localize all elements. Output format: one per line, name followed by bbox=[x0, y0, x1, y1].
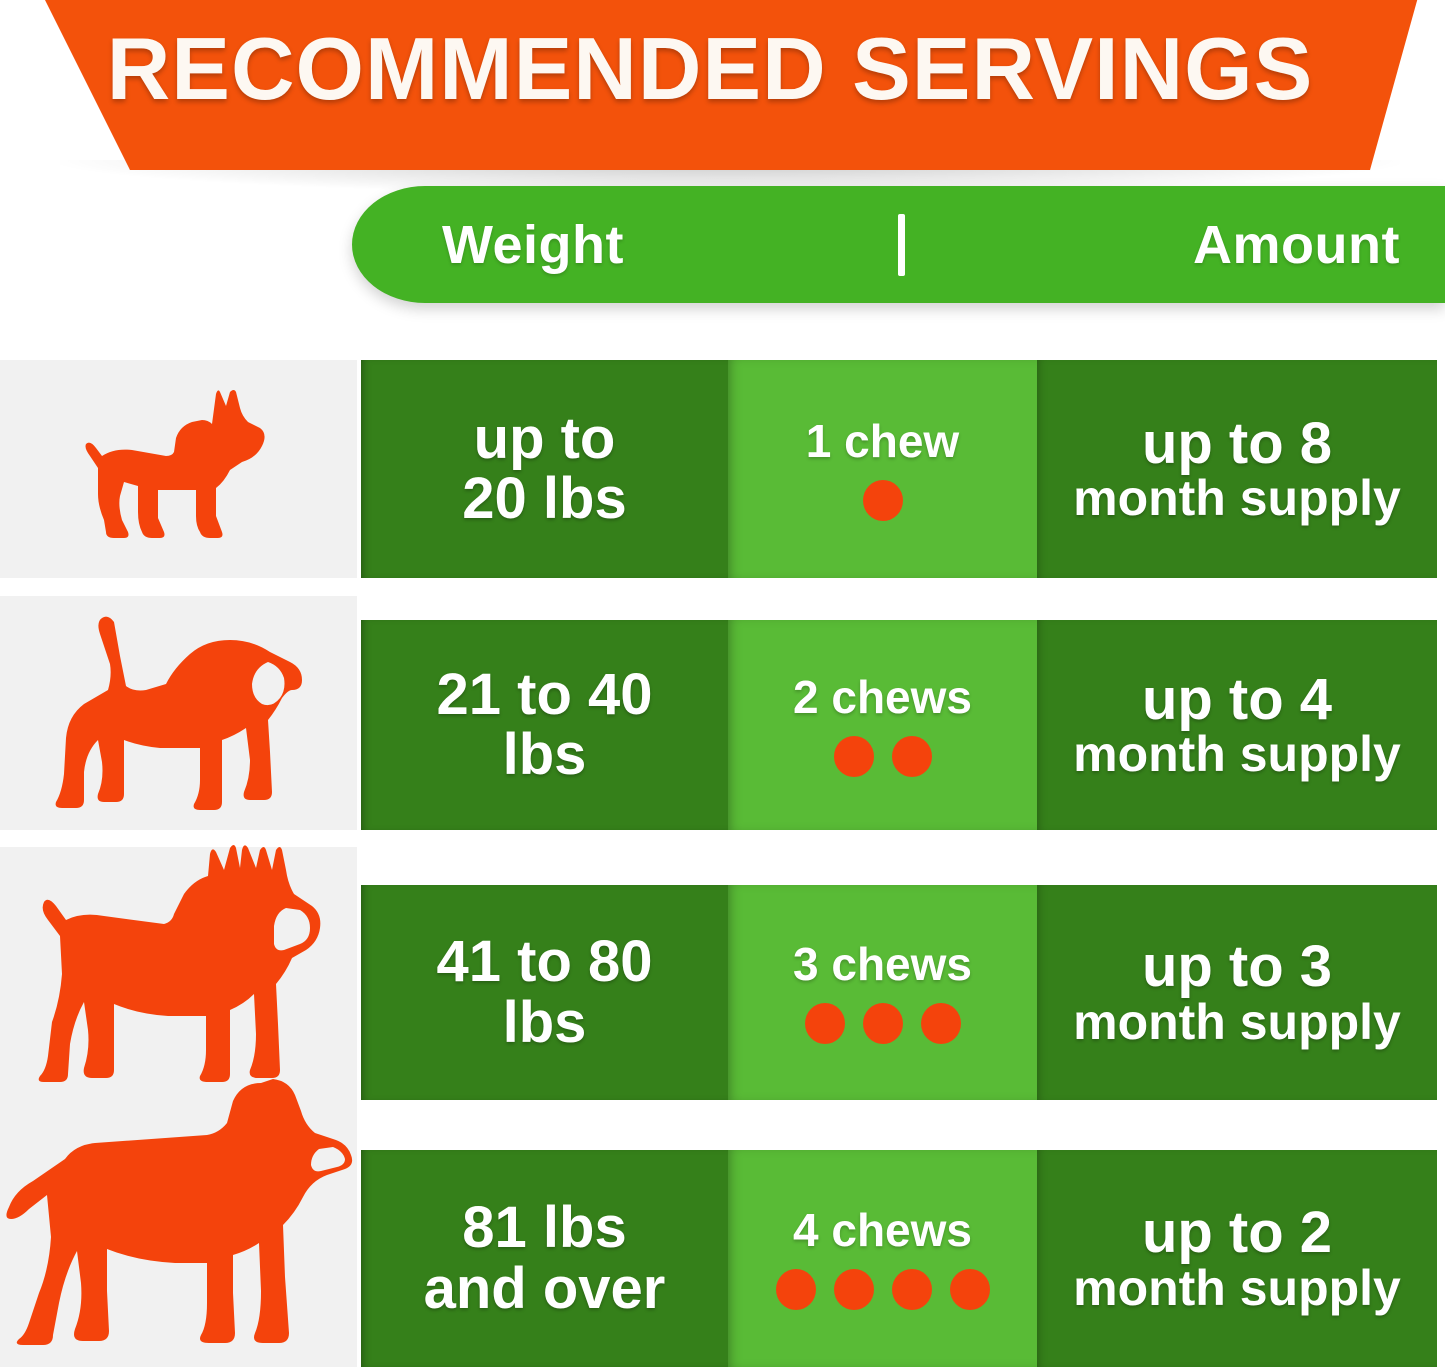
table-row: up to 20 lbs 1 chew up to 8 month supply bbox=[0, 360, 1445, 578]
chew-dot bbox=[775, 1269, 816, 1310]
chew-dot bbox=[891, 735, 932, 777]
weight-value: 21 to 40 lbs bbox=[436, 661, 653, 787]
large-dog-schnauzer-icon bbox=[34, 844, 324, 1082]
amount-supply-label: month supply bbox=[1073, 1259, 1401, 1316]
medium-dog-beagle-icon bbox=[54, 612, 304, 812]
chews-cell: 1 chew bbox=[728, 360, 1037, 578]
title-banner: RECOMMENDED SERVINGS bbox=[40, 0, 1420, 170]
weight-cell: 81 lbs and over bbox=[361, 1150, 728, 1367]
chews-cell: 3 chews bbox=[728, 885, 1037, 1100]
amount-supply-label: month supply bbox=[1073, 726, 1401, 783]
chew-dot bbox=[862, 1003, 903, 1044]
chew-dot bbox=[833, 735, 874, 777]
dog-size-cell bbox=[0, 360, 357, 578]
chew-dots bbox=[833, 735, 932, 777]
dog-size-cell bbox=[0, 1079, 357, 1367]
chews-label: 2 chews bbox=[793, 670, 972, 723]
amount-cell: up to 2 month supply bbox=[1037, 1150, 1437, 1367]
header-divider bbox=[898, 213, 905, 276]
dog-size-cell bbox=[0, 596, 357, 830]
weight-value: 81 lbs and over bbox=[423, 1195, 666, 1321]
amount-supply-label: month supply bbox=[1073, 993, 1401, 1050]
amount-duration: up to 4 bbox=[1141, 666, 1333, 732]
chew-dot bbox=[862, 479, 903, 521]
header-banner: Weight Amount RECOMMENDED SERVINGS bbox=[0, 0, 1445, 345]
weight-cell: 21 to 40 lbs bbox=[361, 620, 728, 830]
header-weight-label: Weight bbox=[442, 214, 624, 275]
amount-duration: up to 3 bbox=[1141, 934, 1333, 1000]
weight-value: up to 20 lbs bbox=[462, 405, 627, 531]
amount-duration: up to 8 bbox=[1141, 410, 1333, 476]
chews-label: 4 chews bbox=[793, 1204, 972, 1256]
chew-dot bbox=[920, 1003, 961, 1044]
table-row: 81 lbs and over 4 chews up to 2 month sup… bbox=[0, 1079, 1445, 1367]
amount-cell: up to 4 month supply bbox=[1037, 620, 1437, 830]
amount-cell: up to 8 month supply bbox=[1037, 360, 1437, 578]
weight-cell: up to 20 lbs bbox=[361, 360, 728, 578]
small-dog-chihuahua-icon bbox=[84, 390, 274, 540]
amount-duration: up to 2 bbox=[1141, 1200, 1333, 1266]
table-row: 21 to 40 lbs 2 chews up to 4 month supply bbox=[0, 596, 1445, 830]
chew-dot bbox=[833, 1269, 874, 1310]
chew-dots bbox=[862, 479, 903, 521]
header-amount-label: Amount bbox=[1193, 214, 1400, 275]
amount-cell: up to 3 month supply bbox=[1037, 885, 1437, 1100]
chew-dot bbox=[949, 1269, 990, 1310]
chews-cell: 4 chews bbox=[728, 1150, 1037, 1367]
chew-dot bbox=[891, 1269, 932, 1310]
weight-cell: 41 to 80 lbs bbox=[361, 885, 728, 1100]
amount-supply-label: month supply bbox=[1073, 470, 1401, 527]
chews-label: 1 chew bbox=[805, 414, 960, 467]
column-headers-banner: Weight Amount bbox=[352, 186, 1445, 303]
dog-size-cell bbox=[0, 844, 357, 1100]
chews-cell: 2 chews bbox=[728, 620, 1037, 830]
weight-value: 41 to 80 lbs bbox=[436, 929, 653, 1055]
chews-label: 3 chews bbox=[793, 938, 972, 990]
page-title: RECOMMENDED SERVINGS bbox=[106, 19, 1314, 118]
chew-dots bbox=[775, 1269, 990, 1310]
table-row: 41 to 80 lbs 3 chews up to 3 month supply bbox=[0, 845, 1445, 1100]
chew-dots bbox=[804, 1003, 961, 1044]
chew-dot bbox=[804, 1003, 845, 1044]
xlarge-dog-labrador-icon bbox=[3, 1077, 355, 1345]
